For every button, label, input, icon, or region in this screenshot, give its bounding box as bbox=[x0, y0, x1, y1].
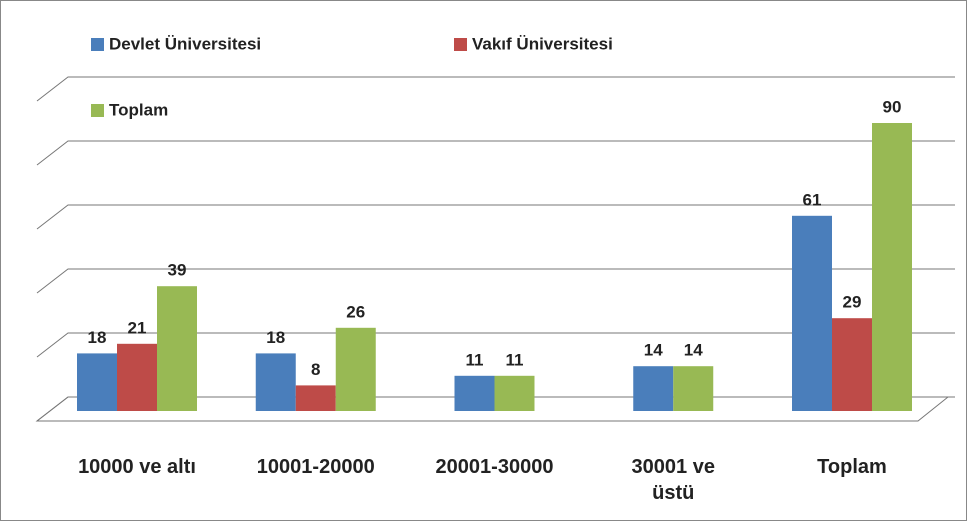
bar bbox=[832, 318, 872, 411]
data-label: 14 bbox=[644, 341, 663, 360]
floor-edge bbox=[35, 396, 949, 422]
legend-label: Devlet Üniversitesi bbox=[109, 34, 261, 53]
bar bbox=[255, 353, 296, 411]
data-label: 18 bbox=[88, 328, 107, 347]
x-tick-label: 30001 ve üstü bbox=[631, 456, 715, 504]
bar bbox=[157, 286, 197, 411]
bar bbox=[77, 353, 117, 411]
data-label: 90 bbox=[883, 97, 902, 116]
legend-label: Toplam bbox=[109, 100, 168, 119]
legend-label: Vakıf Üniversitesi bbox=[472, 34, 613, 53]
grid-line bbox=[36, 140, 955, 166]
x-tick-label: 20001-30000 bbox=[435, 456, 554, 478]
x-tick-label: Toplam bbox=[817, 456, 887, 478]
x-tick-label: 10001-20000 bbox=[256, 456, 375, 478]
x-tick-label: 10000 ve altı bbox=[78, 456, 196, 478]
data-label: 11 bbox=[506, 350, 524, 369]
data-label: 21 bbox=[128, 318, 147, 337]
data-label: 8 bbox=[311, 360, 320, 379]
bar bbox=[494, 375, 535, 411]
bar bbox=[295, 385, 336, 411]
bar bbox=[792, 215, 832, 411]
data-label: 26 bbox=[346, 302, 365, 321]
grid-line bbox=[36, 204, 955, 230]
data-label: 39 bbox=[168, 261, 187, 280]
legend-swatch bbox=[454, 38, 467, 51]
bar bbox=[117, 343, 157, 411]
bar bbox=[335, 327, 376, 411]
data-label: 14 bbox=[684, 341, 703, 360]
data-label: 29 bbox=[843, 293, 862, 312]
grid-line bbox=[36, 332, 955, 358]
bar bbox=[454, 375, 495, 411]
data-label: 61 bbox=[803, 190, 822, 209]
bar bbox=[673, 366, 714, 411]
bar bbox=[872, 123, 912, 411]
data-label: 18 bbox=[266, 328, 285, 347]
grid-line bbox=[36, 76, 955, 102]
data-label: 11 bbox=[466, 350, 484, 369]
grid-line bbox=[36, 268, 955, 294]
bar bbox=[633, 366, 674, 411]
legend-swatch bbox=[91, 38, 104, 51]
legend-swatch bbox=[91, 104, 104, 117]
